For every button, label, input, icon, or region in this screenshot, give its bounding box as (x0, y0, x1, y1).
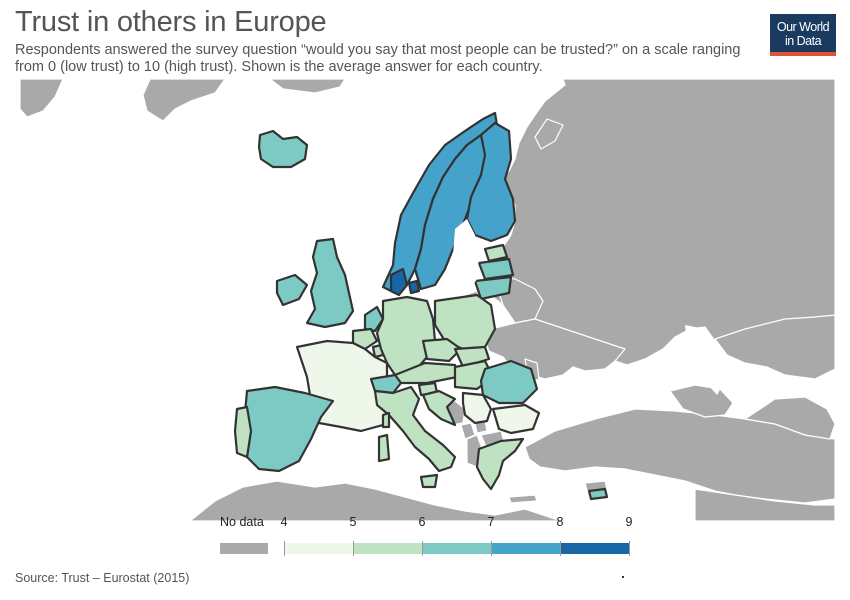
legend-tick-label: 7 (487, 515, 495, 529)
country-finland[interactable] (465, 121, 517, 243)
kazakhstan-region[interactable] (714, 314, 835, 380)
country-united-kingdom[interactable] (305, 237, 355, 329)
country-switzerland[interactable] (369, 373, 403, 395)
legend-tick-mark (353, 541, 354, 556)
legend-color-bin[interactable] (491, 543, 560, 554)
map-legend: No data 4 5 6 7 8 9 (0, 511, 850, 561)
legend-color-bin[interactable] (284, 543, 353, 554)
country-serbia[interactable] (461, 391, 493, 425)
legend-tick-mark (491, 541, 492, 556)
balkans-nodata-montenegro[interactable] (460, 422, 476, 440)
map-svg[interactable] (15, 79, 835, 521)
country-greece[interactable] (475, 437, 525, 491)
country-netherlands[interactable] (363, 305, 385, 333)
country-czechia[interactable] (421, 337, 463, 363)
country-ireland[interactable] (275, 273, 309, 307)
black-sea (543, 375, 665, 411)
country-romania[interactable] (479, 359, 539, 405)
legend-tick-mark (422, 541, 423, 556)
chart-subtitle: Respondents answered the survey question… (15, 42, 741, 75)
water-bodies (449, 219, 725, 411)
syria-iraq-region[interactable] (694, 488, 835, 521)
legend-tick-mark (284, 541, 285, 556)
country-spain[interactable] (243, 385, 335, 473)
svalbard-region[interactable] (142, 79, 226, 122)
country-slovakia[interactable] (453, 345, 491, 369)
crete-island[interactable] (508, 494, 538, 504)
country-denmark[interactable] (389, 267, 409, 297)
country-sicily[interactable] (419, 473, 439, 489)
legend-tick-label: 5 (349, 515, 357, 529)
legend-tick-mark (629, 541, 630, 556)
arctic-islands-region[interactable] (269, 79, 346, 94)
russia-arctic-coast[interactable] (534, 118, 564, 150)
chart-title: Trust in others in Europe (15, 6, 327, 38)
country-belgium[interactable] (351, 327, 379, 351)
legend-color-bin[interactable] (560, 543, 629, 554)
legend-tick-mark (560, 541, 561, 556)
legend-color-bin[interactable] (353, 543, 422, 554)
legend-tick-label: 9 (625, 515, 633, 529)
country-corsica[interactable] (381, 411, 391, 429)
legend-tick-label: 6 (418, 515, 426, 529)
legend-nodata-label: No data (220, 515, 264, 529)
country-denmark-zealand[interactable] (407, 279, 421, 295)
country-portugal[interactable] (233, 405, 253, 459)
iran-region[interactable] (744, 396, 835, 440)
owid-logo[interactable]: Our World in Data (770, 14, 836, 56)
legend-nodata-swatch[interactable] (220, 543, 268, 554)
country-italy[interactable] (373, 385, 457, 473)
country-bulgaria[interactable] (491, 403, 541, 435)
country-latvia[interactable] (477, 257, 515, 281)
greenland-region[interactable] (19, 79, 64, 118)
country-iceland[interactable] (257, 129, 309, 169)
europe-map[interactable] (15, 79, 835, 521)
country-lithuania[interactable] (473, 275, 513, 301)
legend-tick-label: 4 (280, 515, 288, 529)
baltic-sea (449, 219, 479, 291)
logo-line-2: in Data (784, 34, 822, 48)
legend-color-bin[interactable] (422, 543, 491, 554)
turkey-region[interactable] (524, 408, 835, 504)
country-croatia[interactable] (421, 389, 457, 427)
caspian-sea (685, 325, 725, 395)
logo-line-1: Our World (776, 20, 830, 34)
legend-tick-label: 8 (556, 515, 564, 529)
country-cyprus[interactable] (587, 487, 609, 501)
source-note: Source: Trust – Eurostat (2015) (15, 571, 190, 585)
country-estonia[interactable] (483, 243, 509, 263)
decorative-dot (622, 576, 624, 578)
country-regions (233, 111, 609, 501)
country-sardinia[interactable] (377, 433, 391, 463)
north-africa-region[interactable] (189, 480, 576, 521)
